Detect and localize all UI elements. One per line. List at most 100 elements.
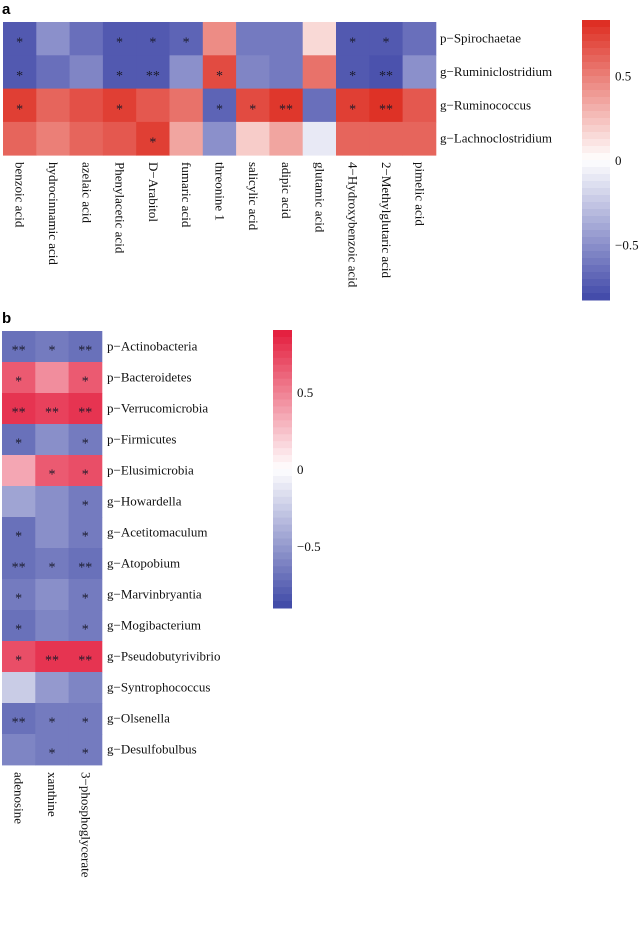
colorbar-tick-label: 0	[297, 462, 304, 477]
colorbar-segment	[273, 357, 292, 366]
colorbar-segment	[582, 55, 610, 63]
significance-marker: *	[15, 592, 22, 607]
heatmap-cell	[102, 121, 137, 156]
column-label: hydrocinnamic acid	[46, 162, 61, 265]
colorbar-segment	[273, 406, 292, 414]
heatmap-cell	[68, 579, 103, 611]
colorbar-segment	[273, 399, 292, 407]
heatmap-cell	[136, 121, 170, 156]
colorbar-segment	[582, 258, 610, 266]
colorbar-segment	[273, 573, 292, 581]
heatmap-cell	[102, 88, 137, 123]
heatmap-cell	[35, 548, 69, 580]
significance-marker: *	[149, 136, 156, 151]
row-label: p−Actinobacteria	[107, 339, 198, 354]
heatmap-cell	[2, 455, 36, 487]
colorbar-segment	[273, 552, 292, 560]
colorbar-segment	[273, 566, 292, 574]
heatmap-cell	[169, 22, 204, 56]
heatmap-cell	[68, 548, 103, 580]
significance-marker: *	[249, 102, 256, 117]
significance-marker: **	[12, 716, 26, 731]
heatmap-cell	[402, 55, 437, 89]
colorbar-segment	[582, 293, 610, 301]
significance-marker: *	[149, 36, 156, 51]
heatmap-cell	[169, 121, 204, 156]
heatmap-cell	[35, 703, 69, 735]
colorbar-segment	[273, 448, 292, 456]
colorbar-segment	[582, 251, 610, 259]
significance-marker: **	[379, 69, 393, 84]
heatmap-cell	[36, 55, 70, 89]
column-label: azelaic acid	[79, 162, 94, 223]
heatmap-cell	[2, 548, 36, 580]
row-label: g−Acetitomaculum	[107, 525, 207, 540]
colorbar-segment	[582, 223, 610, 231]
colorbar-segment	[582, 20, 610, 28]
heatmap-cell	[2, 486, 36, 518]
significance-marker: **	[45, 654, 59, 669]
column-label: D−Arabitol	[146, 162, 161, 222]
heatmap-cell	[269, 88, 304, 123]
colorbar-segment	[273, 601, 292, 609]
significance-marker: *	[16, 36, 23, 51]
heatmap-cell	[35, 455, 69, 487]
significance-marker: *	[349, 69, 356, 84]
heatmap-cell	[68, 455, 103, 487]
heatmap-cell	[3, 22, 37, 56]
heatmap-cell	[68, 672, 103, 704]
significance-marker: *	[48, 468, 55, 483]
heatmap-cell	[68, 610, 103, 642]
significance-marker: **	[12, 561, 26, 576]
colorbar-segment	[273, 441, 292, 449]
heatmap-cell	[35, 486, 69, 518]
significance-marker: **	[45, 406, 59, 421]
significance-marker: *	[349, 102, 356, 117]
colorbar-segment	[273, 503, 292, 512]
significance-marker: **	[78, 561, 92, 576]
heatmap-cell	[369, 88, 403, 123]
heatmap-cell	[68, 331, 103, 363]
heatmap-cell	[269, 22, 304, 56]
significance-marker: *	[15, 623, 22, 638]
heatmap-cell	[36, 121, 70, 156]
colorbar-segment	[273, 545, 292, 553]
heatmap-cell	[369, 121, 403, 156]
colorbar-segment	[582, 132, 610, 140]
significance-marker: **	[78, 406, 92, 421]
heatmap-cell	[269, 55, 304, 89]
colorbar-segment	[582, 167, 610, 175]
heatmap-cell	[35, 362, 69, 394]
row-label: g−Pseudobutyrivibrio	[107, 649, 221, 664]
significance-marker: *	[15, 375, 22, 390]
heatmap-cell	[68, 393, 103, 425]
heatmap-cell	[2, 517, 36, 549]
colorbar-segment	[273, 587, 292, 595]
significance-marker: *	[82, 530, 89, 545]
column-label: glutamic acid	[312, 162, 327, 233]
row-label: g−Desulfobulbus	[107, 742, 197, 757]
significance-marker: *	[15, 437, 22, 452]
heatmap-cell	[2, 579, 36, 611]
colorbar-segment	[582, 97, 610, 105]
colorbar-segment	[582, 230, 610, 238]
colorbar-segment	[582, 139, 610, 147]
colorbar-segment	[582, 27, 610, 35]
row-label: p−Spirochaetae	[440, 31, 521, 46]
colorbar-segment	[582, 237, 610, 245]
heatmap-cell	[169, 88, 204, 123]
colorbar-segment	[273, 489, 292, 498]
colorbar-segment	[273, 510, 292, 519]
column-label: benzoic acid	[13, 162, 28, 228]
heatmap-cell	[35, 579, 69, 611]
column-label: salicylic acid	[246, 162, 261, 231]
significance-marker: *	[82, 592, 89, 607]
heatmap-cell	[68, 703, 103, 735]
significance-marker: *	[116, 36, 123, 51]
heatmap-cell	[236, 121, 270, 156]
colorbar-segment	[273, 434, 292, 442]
heatmap-cell	[69, 121, 104, 156]
colorbar-segment	[582, 195, 610, 203]
colorbar-segment	[273, 594, 292, 602]
heatmap-cell	[35, 393, 69, 425]
